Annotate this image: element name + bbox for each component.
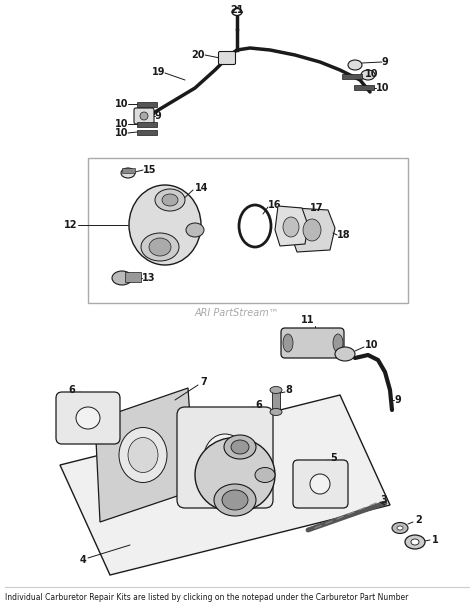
Text: 17: 17 <box>310 203 323 213</box>
Text: 12: 12 <box>64 220 77 230</box>
Polygon shape <box>95 388 195 522</box>
FancyBboxPatch shape <box>281 328 344 358</box>
Ellipse shape <box>231 440 249 454</box>
FancyBboxPatch shape <box>56 392 120 444</box>
Text: 4: 4 <box>80 555 87 565</box>
Text: 19: 19 <box>152 67 165 77</box>
Bar <box>125 272 141 282</box>
Bar <box>137 122 157 127</box>
Text: 15: 15 <box>143 165 156 175</box>
Text: 21: 21 <box>230 5 244 15</box>
Ellipse shape <box>222 490 248 510</box>
Ellipse shape <box>214 484 256 516</box>
Text: 8: 8 <box>285 385 292 395</box>
Text: 7: 7 <box>200 377 207 387</box>
Bar <box>342 74 362 79</box>
Text: 10: 10 <box>365 69 379 79</box>
Text: 5: 5 <box>330 453 337 463</box>
Ellipse shape <box>361 70 375 80</box>
Text: 6: 6 <box>255 400 262 410</box>
Text: 10: 10 <box>115 99 128 109</box>
Bar <box>122 168 135 173</box>
Text: 9: 9 <box>382 57 389 67</box>
Ellipse shape <box>119 428 167 483</box>
Ellipse shape <box>112 271 132 285</box>
Ellipse shape <box>128 437 158 473</box>
FancyBboxPatch shape <box>293 460 348 508</box>
Text: 6: 6 <box>68 385 75 395</box>
Ellipse shape <box>333 334 343 352</box>
Bar <box>88 158 408 303</box>
Bar <box>272 390 280 412</box>
FancyBboxPatch shape <box>219 51 236 65</box>
Polygon shape <box>290 208 335 252</box>
Text: 9: 9 <box>155 111 162 121</box>
Text: 2: 2 <box>415 515 422 525</box>
Polygon shape <box>60 395 390 575</box>
Ellipse shape <box>204 434 246 480</box>
Text: 16: 16 <box>268 200 282 210</box>
Ellipse shape <box>186 223 204 237</box>
Ellipse shape <box>405 535 425 549</box>
Ellipse shape <box>140 112 148 120</box>
Text: 13: 13 <box>142 273 155 283</box>
Ellipse shape <box>149 238 171 256</box>
Text: 18: 18 <box>337 230 351 240</box>
Text: 1: 1 <box>432 535 439 545</box>
Bar <box>137 130 157 135</box>
FancyBboxPatch shape <box>134 108 154 124</box>
Ellipse shape <box>303 219 321 241</box>
Ellipse shape <box>155 189 185 211</box>
Ellipse shape <box>335 347 355 361</box>
FancyBboxPatch shape <box>177 407 273 508</box>
Text: ARI PartStream™: ARI PartStream™ <box>195 308 279 318</box>
Ellipse shape <box>121 168 135 178</box>
Ellipse shape <box>348 60 362 70</box>
Text: 9: 9 <box>395 395 402 405</box>
Ellipse shape <box>411 539 419 545</box>
Ellipse shape <box>162 194 178 206</box>
Ellipse shape <box>76 407 100 429</box>
Ellipse shape <box>195 437 275 512</box>
Ellipse shape <box>310 474 330 494</box>
Ellipse shape <box>397 526 403 530</box>
Text: 11: 11 <box>301 315 315 325</box>
Ellipse shape <box>283 217 299 237</box>
Ellipse shape <box>224 435 256 459</box>
Text: 20: 20 <box>191 50 205 60</box>
Text: 14: 14 <box>195 183 209 193</box>
Ellipse shape <box>141 233 179 261</box>
Polygon shape <box>275 206 308 246</box>
Text: 10: 10 <box>365 340 379 350</box>
Text: 3: 3 <box>380 495 387 505</box>
Ellipse shape <box>129 185 201 265</box>
Bar <box>354 85 374 90</box>
Ellipse shape <box>270 408 282 416</box>
Bar <box>137 102 157 107</box>
Ellipse shape <box>270 387 282 393</box>
Text: 10: 10 <box>115 119 128 129</box>
Text: 10: 10 <box>376 83 390 93</box>
Ellipse shape <box>283 334 293 352</box>
Ellipse shape <box>255 468 275 483</box>
Text: Individual Carburetor Repair Kits are listed by clicking on the notepad under th: Individual Carburetor Repair Kits are li… <box>5 594 409 603</box>
Ellipse shape <box>232 8 242 16</box>
Ellipse shape <box>392 523 408 534</box>
Text: 10: 10 <box>115 128 128 138</box>
